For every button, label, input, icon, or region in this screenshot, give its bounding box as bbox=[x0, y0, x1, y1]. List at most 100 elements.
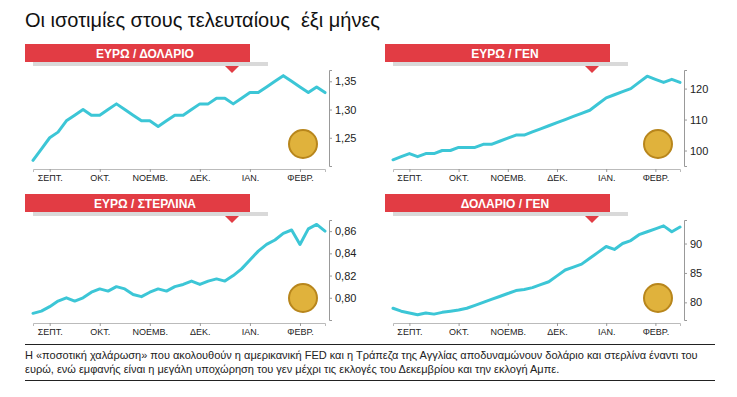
x-tick-label: ΔΕΚ. bbox=[190, 173, 211, 183]
x-tick-mark bbox=[409, 323, 410, 326]
plot-area bbox=[393, 226, 680, 315]
header-band bbox=[25, 194, 250, 212]
x-tick: ΦΕΒΡ. bbox=[287, 323, 314, 337]
y-tick-mark bbox=[684, 302, 687, 303]
y-tick: 0,82 bbox=[329, 270, 356, 282]
x-tick-label: ΦΕΒΡ. bbox=[643, 173, 670, 183]
panel-title: ΕΥΡΩ / ΣΤΕΡΛΙΝΑ bbox=[94, 197, 196, 211]
x-axis: ΣΕΠΤ. ΟΚΤ. ΝΟΕΜΒ. ΔΕΚ. ΙΑΝ. ΦΕΒΡ. bbox=[394, 169, 681, 183]
panel-title: ΕΥΡΩ / ΔΟΛΑΡΙΟ bbox=[96, 47, 194, 61]
x-tick-label: ΙΑΝ. bbox=[598, 327, 616, 337]
x-tick: ΦΕΒΡ. bbox=[287, 169, 314, 183]
x-tick-mark bbox=[50, 323, 51, 326]
y-tick: 0,84 bbox=[329, 247, 356, 259]
header-shadow bbox=[393, 62, 628, 66]
x-tick: ΝΟΕΜΒ. bbox=[491, 169, 527, 183]
y-axis-line bbox=[330, 71, 333, 167]
y-tick-label: 0,82 bbox=[335, 270, 356, 282]
x-axis-line bbox=[394, 170, 681, 173]
x-tick-mark bbox=[508, 169, 509, 172]
y-tick-mark bbox=[684, 89, 687, 90]
x-tick-label: ΙΑΝ. bbox=[242, 173, 260, 183]
y-tick-label: 1,25 bbox=[335, 132, 356, 144]
y-axis-line bbox=[330, 221, 333, 321]
x-tick-label: ΦΕΒΡ. bbox=[643, 327, 670, 337]
x-tick-mark bbox=[100, 169, 101, 172]
y-tick-label: 85 bbox=[690, 267, 702, 279]
x-tick-mark bbox=[655, 169, 656, 172]
y-tick-label: 0,84 bbox=[335, 247, 356, 259]
rate-line bbox=[33, 224, 325, 313]
y-tick: 85 bbox=[684, 267, 702, 279]
x-tick-label: ΙΑΝ. bbox=[242, 327, 260, 337]
x-tick-mark bbox=[557, 323, 558, 326]
x-tick-mark bbox=[250, 169, 251, 172]
rate-line bbox=[393, 76, 680, 160]
x-tick-label: ΔΕΚ. bbox=[190, 327, 211, 337]
coin-decoration bbox=[289, 130, 317, 158]
x-tick-mark bbox=[300, 323, 301, 326]
y-tick: 1,35 bbox=[329, 75, 356, 87]
panel-title: ΔΟΛΑΡΙΟ / ΓΕΝ bbox=[461, 197, 550, 211]
y-axis: 0,80 0,82 0,84 0,86 bbox=[329, 221, 356, 321]
x-tick-mark bbox=[459, 169, 460, 172]
x-axis: ΣΕΠΤ. ΟΚΤ. ΝΟΕΜΒ. ΔΕΚ. ΙΑΝ. ΦΕΒΡ. bbox=[394, 323, 681, 337]
plot-area bbox=[33, 76, 325, 161]
x-tick: ΝΟΕΜΒ. bbox=[133, 323, 169, 337]
x-tick-mark bbox=[200, 323, 201, 326]
header-arrow bbox=[225, 66, 239, 73]
x-tick-mark bbox=[150, 169, 151, 172]
y-tick-label: 100 bbox=[690, 145, 708, 157]
x-tick: ΣΕΠΤ. bbox=[38, 169, 63, 183]
y-tick-label: 0,80 bbox=[335, 292, 356, 304]
y-axis: 100110120 bbox=[684, 71, 708, 167]
x-axis: ΣΕΠΤ. ΟΚΤ. ΝΟΕΜΒ. ΔΕΚ. ΙΑΝ. ΦΕΒΡ. bbox=[34, 323, 326, 337]
y-axis-line bbox=[685, 221, 688, 321]
coin-decoration bbox=[289, 284, 317, 312]
x-tick-label: ΣΕΠΤ. bbox=[38, 327, 63, 337]
y-tick: 100 bbox=[684, 145, 708, 157]
x-tick-mark bbox=[50, 169, 51, 172]
x-tick: ΙΑΝ. bbox=[598, 323, 616, 337]
y-tick-mark bbox=[329, 276, 332, 277]
y-axis-line bbox=[685, 71, 688, 167]
y-tick: 120 bbox=[684, 83, 708, 95]
x-tick-label: ΟΚΤ. bbox=[449, 327, 469, 337]
x-tick: ΣΕΠΤ. bbox=[397, 169, 422, 183]
x-tick-mark bbox=[557, 169, 558, 172]
x-tick: ΔΕΚ. bbox=[190, 323, 211, 337]
x-tick: ΙΑΝ. bbox=[242, 323, 260, 337]
header-arrow bbox=[585, 66, 599, 73]
x-tick-mark bbox=[508, 323, 509, 326]
y-axis: 1,251,301,35 bbox=[329, 71, 356, 167]
coin-decoration bbox=[644, 130, 672, 158]
x-tick-label: ΟΚΤ. bbox=[90, 327, 110, 337]
x-tick: ΦΕΒΡ. bbox=[643, 323, 670, 337]
x-tick-label: ΝΟΕΜΒ. bbox=[491, 173, 527, 183]
x-tick: ΣΕΠΤ. bbox=[397, 323, 422, 337]
x-tick: ΦΕΒΡ. bbox=[643, 169, 670, 183]
x-tick: ΟΚΤ. bbox=[449, 169, 469, 183]
y-tick-mark bbox=[329, 253, 332, 254]
y-tick-mark bbox=[684, 151, 687, 152]
y-tick: 0,86 bbox=[329, 225, 356, 237]
x-tick: ΔΕΚ. bbox=[547, 323, 568, 337]
y-tick-mark bbox=[684, 273, 687, 274]
x-tick-mark bbox=[606, 323, 607, 326]
panel: ΕΥΡΩ / ΓΕΝ100110120ΣΕΠΤ.ΟΚΤ.ΝΟΕΜΒ.ΔΕΚ.ΙΑ… bbox=[385, 44, 708, 183]
y-tick: 90 bbox=[684, 238, 702, 250]
x-tick-label: ΝΟΕΜΒ. bbox=[491, 327, 527, 337]
x-tick-label: ΣΕΠΤ. bbox=[397, 327, 422, 337]
x-tick-mark bbox=[200, 169, 201, 172]
x-tick-label: ΣΕΠΤ. bbox=[38, 173, 63, 183]
header-shadow bbox=[33, 212, 268, 216]
x-tick-label: ΙΑΝ. bbox=[598, 173, 616, 183]
header-band bbox=[385, 44, 610, 62]
caption: Η «ποσοτική χαλάρωση» που ακολουθούν η α… bbox=[25, 344, 715, 381]
x-tick: ΣΕΠΤ. bbox=[38, 323, 63, 337]
main-title: Οι ισοτιμίες στους τελευταίους έξι μήνες bbox=[25, 9, 380, 31]
x-tick-label: ΦΕΒΡ. bbox=[287, 327, 314, 337]
plot-area bbox=[33, 224, 325, 313]
x-axis-line bbox=[394, 324, 681, 327]
x-tick-label: ΔΕΚ. bbox=[547, 173, 568, 183]
